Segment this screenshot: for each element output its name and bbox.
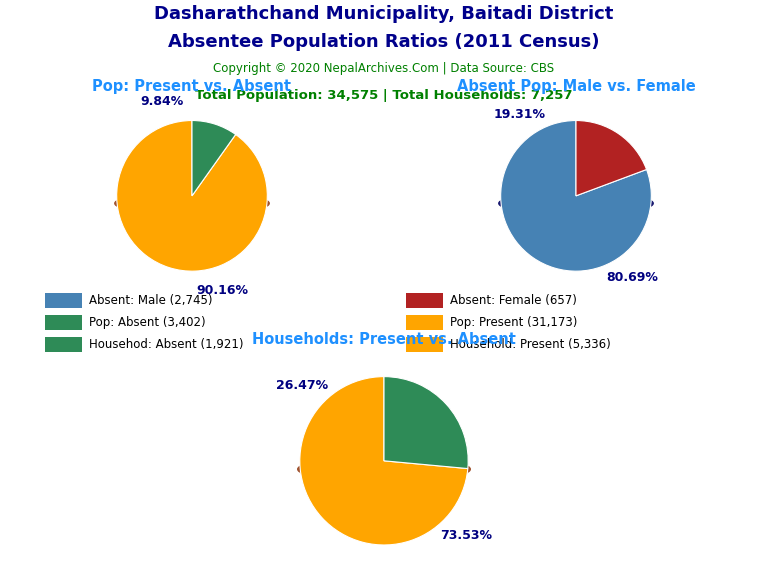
Wedge shape xyxy=(300,377,468,545)
Ellipse shape xyxy=(498,192,654,215)
Text: 19.31%: 19.31% xyxy=(493,108,545,120)
Text: Absent: Female (657): Absent: Female (657) xyxy=(450,294,578,307)
Text: 9.84%: 9.84% xyxy=(140,94,184,108)
Text: Dasharathchand Municipality, Baitadi District: Dasharathchand Municipality, Baitadi Dis… xyxy=(154,5,614,23)
Text: Total Population: 34,575 | Total Households: 7,257: Total Population: 34,575 | Total Househo… xyxy=(195,89,573,102)
Text: Household: Present (5,336): Household: Present (5,336) xyxy=(450,338,611,351)
Title: Absent Pop: Male vs. Female: Absent Pop: Male vs. Female xyxy=(457,79,695,94)
Bar xyxy=(45,293,81,308)
Wedge shape xyxy=(501,120,651,271)
Ellipse shape xyxy=(114,192,270,215)
Text: 73.53%: 73.53% xyxy=(440,529,492,542)
Bar xyxy=(406,315,443,330)
Wedge shape xyxy=(192,120,236,196)
Bar xyxy=(45,315,81,330)
Text: Absent: Male (2,745): Absent: Male (2,745) xyxy=(89,294,213,307)
Bar xyxy=(45,337,81,353)
Text: Copyright © 2020 NepalArchives.Com | Data Source: CBS: Copyright © 2020 NepalArchives.Com | Dat… xyxy=(214,62,554,75)
Wedge shape xyxy=(576,120,647,196)
Text: 26.47%: 26.47% xyxy=(276,380,328,392)
Wedge shape xyxy=(384,377,468,468)
Wedge shape xyxy=(117,120,267,271)
Ellipse shape xyxy=(298,457,470,482)
Bar xyxy=(406,293,443,308)
Title: Pop: Present vs. Absent: Pop: Present vs. Absent xyxy=(92,79,292,94)
Text: 80.69%: 80.69% xyxy=(607,271,659,284)
Text: Househod: Absent (1,921): Househod: Absent (1,921) xyxy=(89,338,243,351)
Bar xyxy=(406,337,443,353)
Text: 90.16%: 90.16% xyxy=(197,284,248,297)
Text: Pop: Absent (3,402): Pop: Absent (3,402) xyxy=(89,316,206,329)
Text: Pop: Present (31,173): Pop: Present (31,173) xyxy=(450,316,578,329)
Text: Absentee Population Ratios (2011 Census): Absentee Population Ratios (2011 Census) xyxy=(168,33,600,51)
Title: Households: Present vs. Absent: Households: Present vs. Absent xyxy=(252,332,516,347)
